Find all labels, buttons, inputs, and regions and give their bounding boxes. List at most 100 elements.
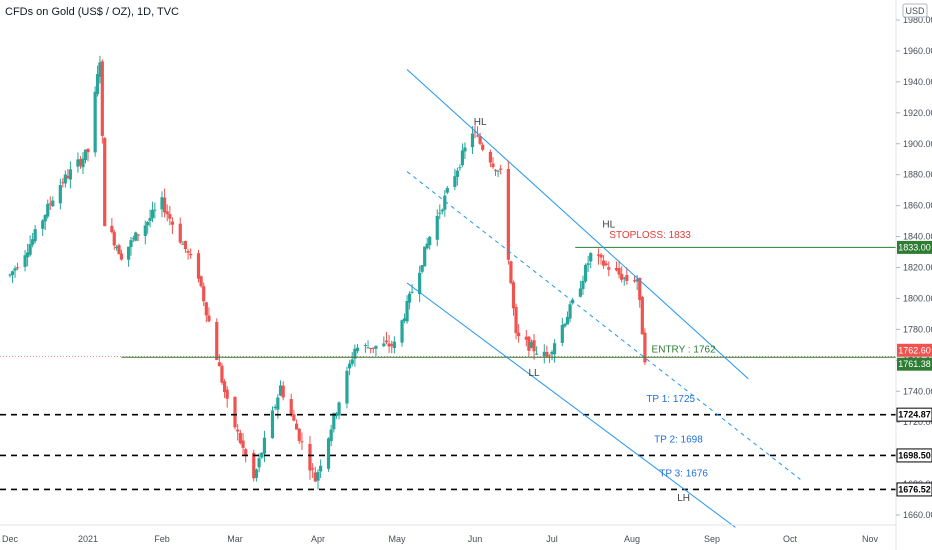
candle-body (514, 307, 518, 334)
x-tick-label: Feb (154, 534, 170, 544)
candle-body (425, 243, 429, 249)
candle-body (165, 211, 169, 215)
candle-body (48, 203, 52, 205)
candle-body (438, 212, 442, 214)
candle-body (100, 61, 104, 136)
candle-body (640, 297, 644, 335)
time-axis[interactable]: Dec 2021 Feb Mar Apr May Jun Jul Aug Sep Oct Nov (2, 534, 878, 544)
candle-body (273, 406, 277, 409)
candle-body (196, 253, 201, 279)
price-tag (897, 240, 932, 254)
annotation-label: HL (602, 219, 615, 230)
candle-body (509, 261, 513, 284)
candle-body (542, 351, 546, 356)
candle-body (46, 203, 50, 217)
candle-body (625, 275, 629, 281)
candle-body (334, 413, 339, 416)
candle-body (550, 351, 554, 355)
candle-body (607, 267, 611, 270)
annotation-label: TP 3: 1676 (659, 468, 708, 479)
candle-body (308, 443, 312, 471)
candle-body (420, 265, 424, 272)
candle-body (31, 239, 35, 245)
candle-body (289, 399, 293, 415)
candle-body (473, 131, 477, 133)
candle-body (506, 168, 510, 260)
annotation-label: TP 2: 1698 (654, 434, 703, 445)
candle-body (98, 62, 102, 78)
candle-body (313, 472, 317, 482)
candle-body (129, 240, 133, 248)
candle-body (10, 271, 15, 275)
y-tick-label: 1980.00 (903, 15, 932, 25)
candle-body (329, 429, 333, 442)
candle-body (207, 315, 211, 322)
x-tick-label: Apr (311, 534, 325, 544)
candle-body (66, 175, 70, 179)
drawing-overlays (0, 69, 896, 528)
y-tick-label: 1840.00 (903, 232, 932, 242)
price-tag (896, 482, 932, 497)
candle-body (355, 347, 360, 352)
price-tag-label: 1761.38 (898, 359, 931, 369)
candle-body (115, 246, 119, 249)
candle-body (423, 246, 427, 267)
candle-body (233, 396, 237, 428)
candle-body (643, 332, 647, 363)
lower-channel (406, 282, 736, 528)
candle-body (68, 169, 72, 180)
y-tick-label: 1800.00 (903, 293, 932, 303)
candle-body (43, 214, 47, 222)
candle-body (371, 347, 375, 349)
x-tick-label: May (388, 534, 406, 544)
candle-body (153, 209, 157, 211)
candle-body (297, 428, 301, 441)
candle-body (199, 276, 203, 287)
candle-body (604, 263, 608, 265)
y-tick-label: 1740.00 (903, 386, 932, 396)
candle-body (143, 225, 147, 236)
currency-badge[interactable] (902, 3, 928, 18)
candle-body (511, 282, 516, 309)
candle-body (463, 147, 467, 152)
y-tick-label: 1820.00 (903, 263, 932, 273)
candle-body (581, 280, 585, 290)
candle-body (405, 300, 409, 322)
candle-body (458, 167, 462, 169)
candle-body (337, 402, 341, 416)
candle-body (112, 232, 116, 246)
candle-body (407, 293, 412, 303)
candle-body (61, 182, 65, 184)
price-tag-label: 1676.52 (898, 484, 931, 494)
candle-body (252, 452, 256, 479)
candle-body (281, 385, 285, 398)
candle-body (488, 152, 492, 163)
x-tick-label: Sep (704, 534, 720, 544)
candle-body (443, 195, 447, 210)
candle-body (578, 288, 582, 297)
annotation-label: HL (474, 117, 487, 128)
price-tag (897, 357, 932, 371)
candle-body (345, 370, 349, 404)
candle-body (374, 345, 378, 349)
y-tick-label: 1900.00 (903, 139, 932, 149)
candle-body (26, 252, 30, 258)
candle-body (225, 389, 229, 399)
candle-body (350, 359, 354, 364)
candle-body (496, 170, 500, 172)
candle-body (278, 385, 283, 396)
candle-body (478, 136, 482, 144)
candle-body (428, 236, 432, 246)
x-tick-label: Oct (783, 534, 798, 544)
candle-body (568, 304, 572, 319)
candle-body (168, 214, 172, 219)
candle-body (326, 438, 331, 469)
y-tick-label: 1940.00 (903, 77, 932, 87)
candle-body (262, 437, 267, 454)
candle-body (353, 348, 357, 359)
candle-body (93, 91, 97, 153)
candle-body (202, 286, 206, 302)
price-tag-label: 1724.87 (898, 410, 931, 420)
candle-body (524, 336, 528, 340)
